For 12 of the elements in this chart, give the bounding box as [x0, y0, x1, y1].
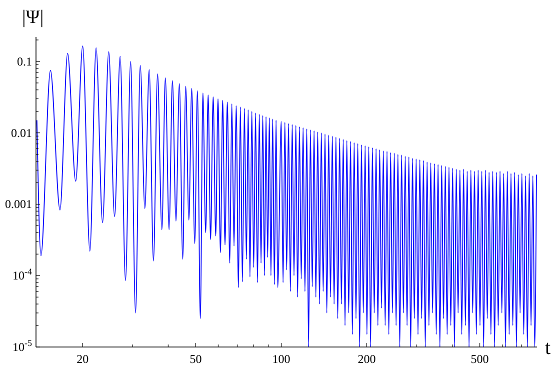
y-axis-title: |Ψ|	[22, 7, 44, 28]
y-tick-label: 0.1	[17, 54, 32, 68]
x-tick-label: 20	[76, 352, 89, 366]
y-tick-label: 10$^{-4}$	[12, 266, 32, 283]
x-tick-label: 100	[272, 352, 290, 366]
x-tick-label: 500	[470, 352, 489, 366]
x-tick-label: 50	[190, 352, 202, 366]
y-tick-label: 10$^{-5}$	[12, 338, 32, 354]
y-tick-label: 0.001	[5, 197, 32, 212]
x-tick-label: 200	[358, 352, 376, 366]
x-axis-title: t	[545, 337, 551, 359]
y-tick-label: 0.01	[11, 126, 32, 140]
